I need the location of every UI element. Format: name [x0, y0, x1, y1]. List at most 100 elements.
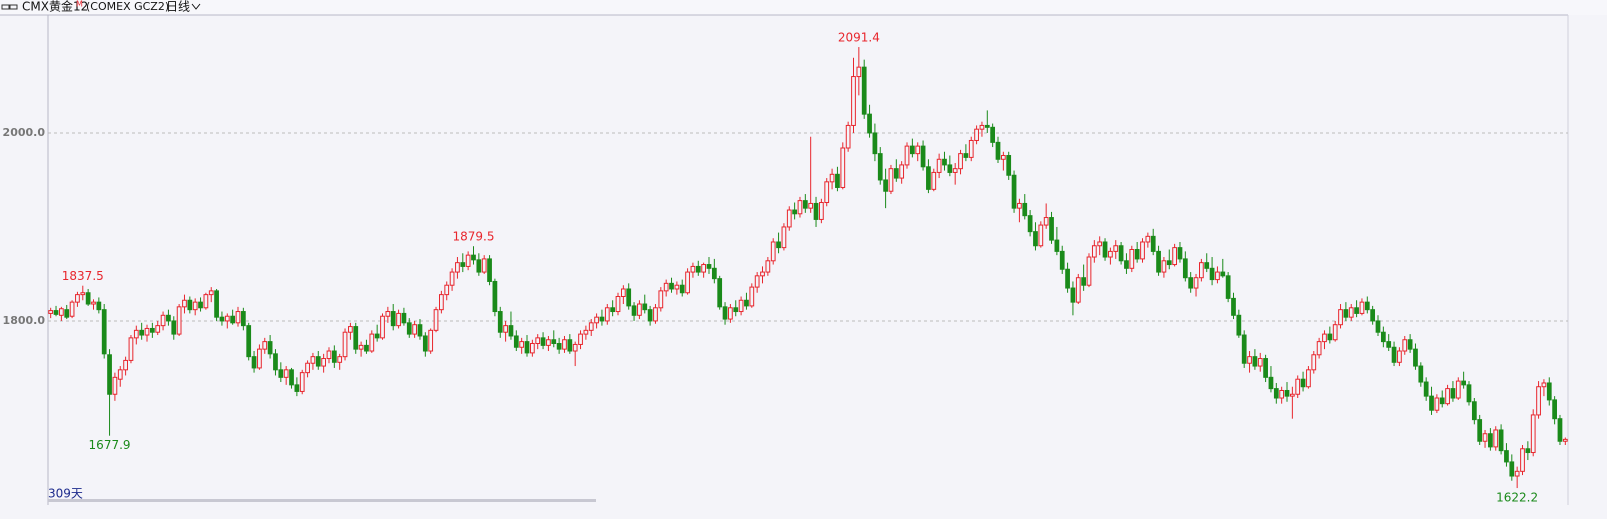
candle-body [1166, 260, 1172, 266]
candle-body [1434, 397, 1440, 411]
candle-body [1081, 277, 1087, 286]
candle-body [1006, 155, 1012, 176]
candle-body [722, 306, 728, 320]
candle-body [904, 145, 910, 166]
candle-body [128, 337, 134, 361]
candle-body [1225, 275, 1231, 299]
candle-body [299, 372, 305, 392]
candle-body [1520, 448, 1525, 472]
candle-body [1049, 217, 1054, 241]
candle-body [572, 343, 578, 352]
candle-body [390, 311, 396, 327]
candle-body [690, 265, 696, 273]
candle-body [449, 271, 455, 286]
candle-body [1113, 245, 1119, 252]
candle-body [1445, 388, 1450, 405]
candle-body [176, 306, 182, 335]
candle-body [615, 296, 621, 313]
candle-body [166, 314, 171, 322]
candle-body [695, 265, 701, 273]
candle-body [1247, 356, 1252, 364]
candle-body [353, 326, 359, 350]
candle-body [91, 301, 96, 305]
candle-body [1354, 307, 1359, 314]
candle-body [1300, 378, 1306, 388]
period-select[interactable]: 日线 [166, 0, 190, 14]
candle-body [1156, 250, 1161, 273]
candle-body [749, 286, 755, 307]
candle-body [840, 147, 846, 188]
candle-body [824, 181, 830, 204]
day-count: 309天 [48, 487, 83, 501]
candle-body [674, 284, 680, 290]
candle-body [1161, 260, 1167, 273]
candle-body [1327, 333, 1333, 341]
candle-body [551, 339, 557, 344]
candle-body [428, 329, 434, 352]
candle-body [315, 356, 321, 367]
candle-body [203, 294, 209, 309]
candle-body [1231, 297, 1236, 316]
candle-body [1145, 235, 1151, 243]
candle-body [1423, 381, 1429, 397]
toolbar-icon[interactable] [1, 4, 18, 10]
candle-body [829, 173, 835, 183]
candle-body [1429, 395, 1434, 411]
candle-body [112, 376, 118, 395]
candle-body [792, 209, 797, 215]
candle-body [1284, 389, 1290, 397]
extreme-label: 2091.4 [838, 31, 880, 45]
candle-body [48, 310, 54, 314]
candle-body [781, 226, 787, 249]
candle-body [1466, 384, 1472, 403]
candle-body [1498, 429, 1504, 452]
candle-body [765, 260, 771, 273]
extreme-label: 1879.5 [452, 230, 494, 244]
candle-body [208, 290, 214, 296]
candle-body [995, 141, 1001, 160]
candle-body [556, 342, 562, 350]
candle-body [888, 168, 894, 192]
candle-body [958, 153, 963, 170]
candle-body [1097, 241, 1103, 247]
candle-body [1359, 301, 1365, 314]
candle-body [1177, 247, 1183, 260]
candle-body [240, 311, 246, 327]
candle-body [877, 153, 883, 181]
candle-body [224, 315, 230, 322]
candle-body [1059, 250, 1065, 270]
candle-body [808, 202, 814, 209]
candle-body [1022, 202, 1028, 217]
extreme-label: 1837.5 [62, 269, 104, 283]
candle-body [1380, 331, 1386, 343]
candle-body [626, 288, 632, 307]
candle-body [1509, 461, 1515, 477]
candle-body [1488, 433, 1493, 448]
candle-body [331, 350, 337, 363]
candle-body [979, 124, 985, 130]
candle-body [1070, 287, 1076, 303]
candle-body [439, 294, 444, 311]
candle-body [529, 342, 535, 354]
candle-body [1193, 277, 1199, 289]
candle-body [1140, 241, 1145, 260]
candle-body [1134, 249, 1140, 260]
scrollbar[interactable] [48, 499, 596, 502]
candle-body [1209, 267, 1215, 281]
candle-body [738, 299, 744, 313]
candle-body [669, 282, 674, 290]
candle-body [294, 384, 300, 392]
candle-body [588, 322, 594, 331]
candle-body [171, 320, 177, 335]
candle-body [711, 267, 717, 280]
candle-body [401, 312, 407, 324]
dropdown-chevron[interactable] [191, 3, 201, 10]
candle-body [1370, 309, 1376, 322]
candle-body [631, 305, 637, 316]
candle-body [1364, 301, 1370, 311]
extreme-label: 1622.2 [1496, 491, 1538, 505]
candle-body [1557, 418, 1563, 442]
candle-body [797, 200, 803, 215]
symbol: CMX黄金12 [22, 0, 88, 14]
candle-body [1338, 309, 1343, 326]
